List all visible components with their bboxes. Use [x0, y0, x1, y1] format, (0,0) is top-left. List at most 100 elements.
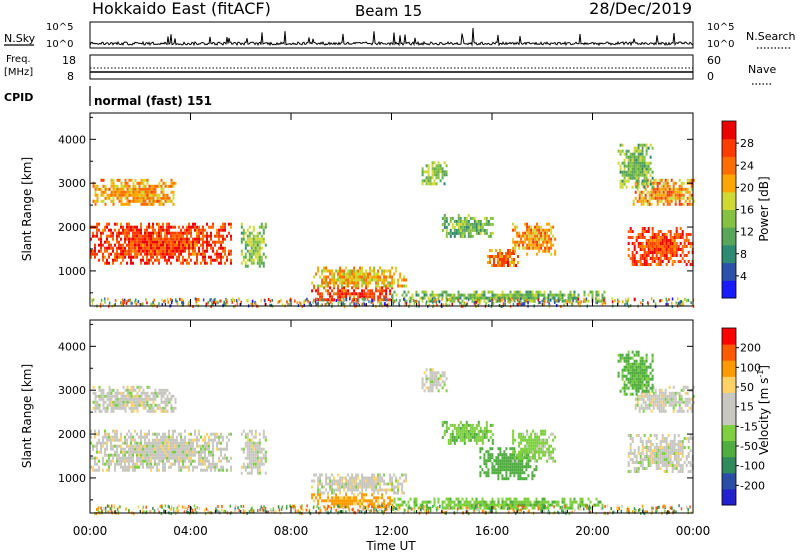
- power-cell: [166, 258, 168, 262]
- power-cell: [645, 173, 648, 177]
- power-cell: [108, 252, 110, 256]
- vel-cell: [577, 506, 580, 510]
- power-cell: [96, 187, 99, 191]
- power-cell: [153, 303, 156, 307]
- power-cell: [359, 272, 362, 276]
- power-cell: [341, 281, 344, 285]
- power-cell: [240, 225, 243, 229]
- power-cell: [317, 269, 320, 273]
- power-cell: [136, 190, 139, 194]
- vel-cell: [254, 444, 257, 448]
- power-cell: [542, 234, 545, 238]
- power-cell: [136, 243, 138, 247]
- vel-cell: [166, 409, 169, 413]
- vel-cell: [142, 388, 145, 392]
- power-cell: [650, 297, 653, 301]
- power-cell: [158, 252, 160, 256]
- vel-cell: [367, 499, 370, 503]
- power-cell: [665, 251, 668, 254]
- power-cell: [645, 254, 648, 257]
- vel-cell: [254, 447, 257, 451]
- power-region-11: [632, 178, 695, 206]
- power-cell: [332, 298, 334, 302]
- power-cell: [485, 231, 488, 235]
- power-cell: [126, 261, 128, 265]
- vel-cell: [399, 503, 402, 507]
- vel-cell: [487, 450, 490, 454]
- power-cell: [671, 297, 674, 301]
- vel-cell: [136, 403, 139, 407]
- vel-cell: [377, 491, 380, 495]
- power-cell: [110, 228, 112, 232]
- vel-cell: [539, 503, 542, 507]
- vel-cell: [132, 397, 135, 401]
- vel-cell: [230, 432, 232, 436]
- vel-cell: [244, 465, 247, 469]
- power-cell: [246, 258, 249, 262]
- vel-cell: [146, 409, 149, 413]
- power-cell: [170, 252, 172, 256]
- vel-cell: [158, 388, 161, 392]
- power-cell: [641, 149, 644, 153]
- vel-cell: [118, 456, 120, 460]
- vel-cell: [184, 459, 186, 463]
- power-cell: [252, 228, 255, 232]
- power-cell: [152, 199, 155, 203]
- power-cell: [353, 269, 356, 273]
- vel-cell: [174, 456, 176, 460]
- power-cell: [331, 281, 334, 285]
- power-cell: [471, 293, 474, 297]
- power-cell: [148, 225, 150, 229]
- vel-cell: [477, 429, 480, 433]
- power-cell: [601, 293, 604, 297]
- vel-cell: [128, 435, 130, 439]
- power-cell: [666, 190, 669, 194]
- power-cell: [635, 251, 638, 254]
- power-cell: [663, 233, 666, 236]
- power-cell: [528, 228, 531, 232]
- vel-cell: [549, 503, 552, 507]
- vel-cell: [491, 456, 494, 460]
- power-cell: [96, 193, 99, 197]
- power-cell: [146, 252, 148, 256]
- power-cell: [492, 297, 495, 301]
- vel-cell: [184, 447, 186, 451]
- power-cell: [138, 249, 140, 253]
- power-cell: [118, 178, 121, 182]
- vel-cell: [248, 462, 251, 466]
- power-cell: [124, 237, 126, 241]
- power-cell: [641, 179, 644, 183]
- power-cell: [160, 234, 162, 238]
- power-cell: [524, 222, 527, 226]
- power-cell: [317, 266, 320, 270]
- power-cell: [672, 193, 675, 197]
- power-cell: [665, 248, 668, 251]
- power-cell: [523, 302, 526, 306]
- power-cell: [647, 167, 650, 171]
- power-cell: [649, 179, 652, 183]
- vel-cell: [351, 479, 354, 483]
- power-cell: [483, 299, 486, 303]
- power-cell: [152, 231, 154, 235]
- vel-cell: [375, 505, 378, 509]
- power-cell: [130, 187, 133, 191]
- power-cell: [671, 236, 674, 239]
- power-cell: [512, 303, 515, 307]
- vel-cell: [545, 506, 548, 510]
- power-cell: [651, 254, 654, 257]
- vel-cell: [118, 444, 120, 448]
- vel-cell: [461, 429, 464, 433]
- vel-cell: [465, 503, 468, 507]
- power-cell: [99, 302, 102, 306]
- vel-cell: [164, 447, 166, 451]
- vel-cell: [250, 459, 253, 463]
- power-cell: [220, 246, 222, 250]
- power-cell: [106, 234, 108, 238]
- power-cell: [315, 289, 318, 293]
- power-cell: [214, 258, 216, 262]
- vel-cell: [357, 473, 360, 477]
- vel-cell: [168, 438, 170, 442]
- power-cell: [676, 196, 679, 200]
- vel-cell: [463, 429, 466, 433]
- power-cell: [182, 243, 184, 247]
